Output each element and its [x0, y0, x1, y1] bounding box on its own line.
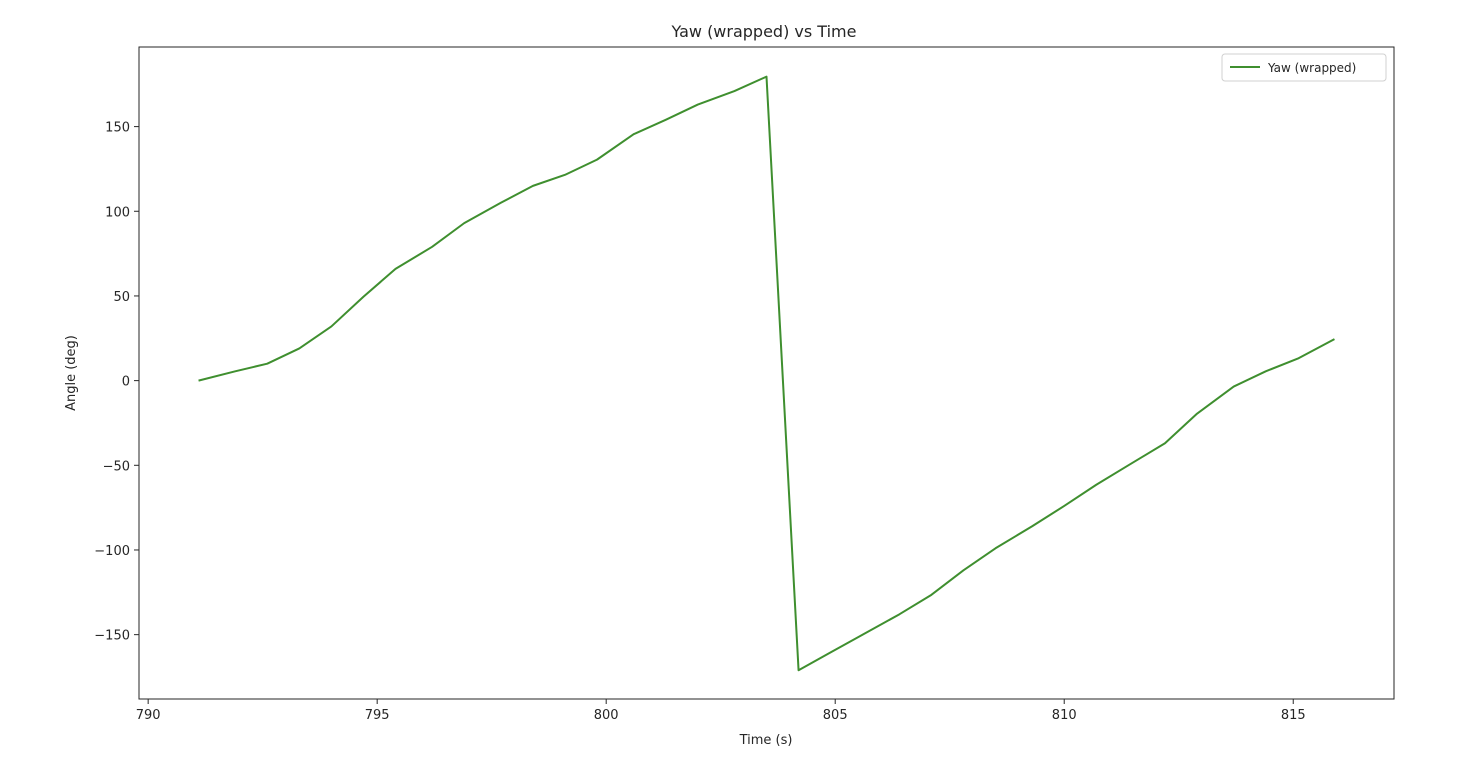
legend-label-yaw: Yaw (wrapped): [1267, 61, 1356, 75]
y-tick-label: −50: [103, 459, 130, 474]
x-tick-label: 815: [1281, 708, 1306, 723]
legend: Yaw (wrapped): [1221, 53, 1387, 82]
legend-box: [1221, 53, 1387, 82]
y-tick-label: 100: [105, 205, 130, 220]
x-axis: 790 795 800 805 810 815: [136, 699, 1306, 723]
y-tick-label: 0: [122, 375, 130, 390]
yaw-series-line: [198, 75, 1335, 672]
y-axis-label: Angle (deg): [64, 335, 79, 411]
x-axis-label: Time (s): [739, 733, 793, 748]
x-tick-label: 800: [594, 708, 619, 723]
y-tick-label: 50: [113, 290, 130, 305]
x-tick-label: 790: [136, 708, 161, 723]
x-tick-label: 805: [823, 708, 848, 723]
plot-area: [138, 46, 1395, 700]
chart-title: Yaw (wrapped) vs Time: [671, 22, 857, 41]
y-tick-label: −150: [94, 629, 130, 644]
y-tick-label: −100: [94, 544, 130, 559]
x-tick-label: 795: [365, 708, 390, 723]
y-tick-label: 150: [105, 121, 130, 136]
y-axis: 150 100 50 0 −50 −100 −150: [94, 121, 139, 644]
x-tick-label: 810: [1052, 708, 1077, 723]
